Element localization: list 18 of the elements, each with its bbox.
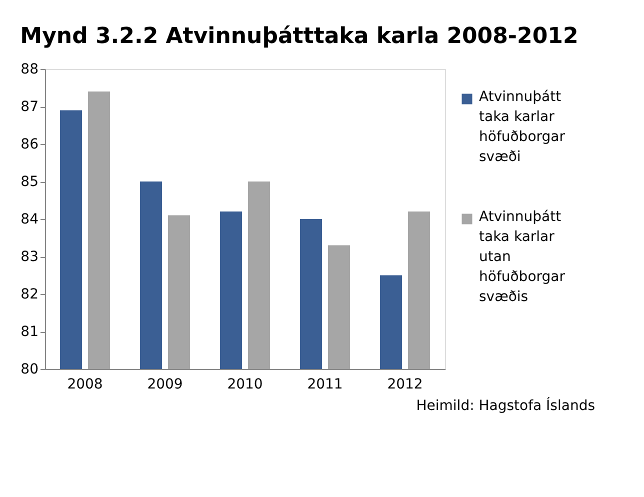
y-tick-label: 84 <box>20 212 39 228</box>
y-tick-label: 86 <box>20 136 39 152</box>
legend-label: Atvinnuþátt taka karlar utan höfuðborgar svæðis <box>479 209 566 305</box>
y-tick-label: 85 <box>20 174 38 190</box>
y-tick-label: 88 <box>20 62 38 78</box>
text: Heimild: Hagstofa Íslands <box>416 397 595 414</box>
legend-label: Atvinnuþátt taka karlar höfuðborgar svæði <box>479 89 566 165</box>
y-tick-label: 87 <box>20 99 38 115</box>
x-tick-label: 2011 <box>307 376 343 392</box>
x-tick-label: 2008 <box>67 376 103 392</box>
x-tick-label: 2009 <box>147 376 183 392</box>
x-tick-label: 2012 <box>387 376 423 392</box>
y-tick-label: 83 <box>20 249 38 265</box>
x-tick-label: 2010 <box>227 376 263 392</box>
chart-title: Mynd 3.2.2 Atvinnuþátttaka karla 2008-2012 <box>20 24 578 49</box>
y-tick-label: 80 <box>20 362 38 378</box>
y-tick-label: 82 <box>20 286 38 302</box>
y-tick-label: 81 <box>20 324 38 340</box>
